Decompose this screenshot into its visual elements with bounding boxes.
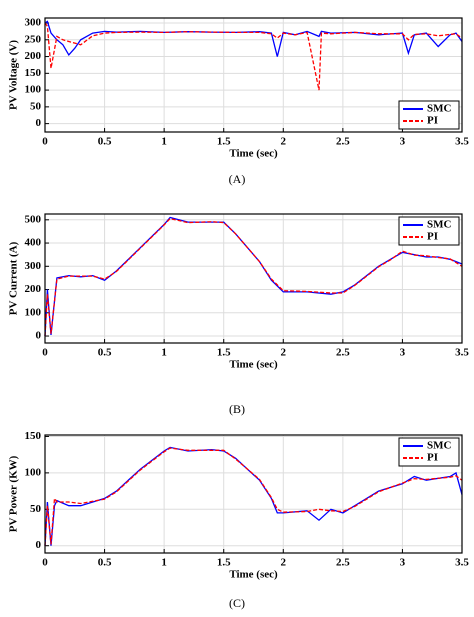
x-tick-label: 2 xyxy=(281,136,287,148)
line-series xyxy=(44,217,463,337)
plot-frame xyxy=(44,17,463,133)
x-tick-label: 3 xyxy=(400,347,406,359)
legend-label: PI xyxy=(427,452,438,464)
x-tick-label: 0 xyxy=(42,136,48,148)
y-tick-label: 150 xyxy=(25,67,42,79)
x-tick-label: 0.5 xyxy=(98,136,112,148)
y-axis-label: PV Power (KW) xyxy=(8,455,20,532)
y-tick-label: 100 xyxy=(25,306,42,318)
x-axis-label: Time (sec) xyxy=(229,148,278,160)
legend-box xyxy=(398,437,460,467)
x-tick-label: 2.5 xyxy=(336,557,350,569)
x-tick-label: 1 xyxy=(161,347,167,359)
x-tick-label: 0 xyxy=(42,557,48,569)
y-tick-label: 0 xyxy=(36,330,42,342)
plot-frame xyxy=(44,434,463,554)
x-tick-label: 0.5 xyxy=(98,347,112,359)
y-tick-label: 400 xyxy=(25,237,42,249)
y-tick-label: 200 xyxy=(25,283,42,295)
x-tick-label: 0.5 xyxy=(98,557,112,569)
plot-frame xyxy=(44,213,463,344)
x-tick-label: 3.5 xyxy=(455,136,469,148)
x-tick-label: 2.5 xyxy=(336,136,350,148)
legend-label: SMC xyxy=(427,103,452,115)
x-tick-label: 1 xyxy=(161,557,167,569)
x-tick-label: 1.5 xyxy=(217,557,231,569)
y-tick-label: 50 xyxy=(30,503,42,515)
caption: (B) xyxy=(229,402,245,416)
x-tick-label: 1 xyxy=(161,136,167,148)
x-tick-label: 0 xyxy=(42,347,48,359)
y-tick-label: 150 xyxy=(25,430,42,442)
x-tick-label: 1.5 xyxy=(217,347,231,359)
line-series xyxy=(44,447,463,546)
legend-box xyxy=(398,100,460,130)
legend-box xyxy=(398,216,460,246)
legend-label: SMC xyxy=(427,440,452,452)
legend-label: SMC xyxy=(427,219,452,231)
caption: (C) xyxy=(229,596,245,610)
x-tick-label: 3.5 xyxy=(455,557,469,569)
y-tick-label: 300 xyxy=(25,17,42,29)
x-tick-label: 3 xyxy=(400,557,406,569)
y-axis-label: PV Current (A) xyxy=(8,241,20,315)
x-axis-label: Time (sec) xyxy=(229,569,278,581)
y-tick-label: 0 xyxy=(36,539,42,551)
y-tick-label: 250 xyxy=(25,33,42,45)
y-tick-label: 100 xyxy=(25,84,42,96)
x-tick-label: 1.5 xyxy=(217,136,231,148)
x-axis-label: Time (sec) xyxy=(229,359,278,371)
y-tick-label: 100 xyxy=(25,466,42,478)
line-series xyxy=(44,20,463,57)
x-tick-label: 2 xyxy=(281,347,287,359)
x-tick-label: 3.5 xyxy=(455,347,469,359)
x-tick-label: 2.5 xyxy=(336,347,350,359)
x-tick-label: 3 xyxy=(400,136,406,148)
legend-label: PI xyxy=(427,115,438,127)
y-tick-label: 50 xyxy=(30,100,42,112)
y-tick-label: 0 xyxy=(36,117,42,129)
y-tick-label: 500 xyxy=(25,213,42,225)
y-tick-label: 300 xyxy=(25,260,42,272)
y-tick-label: 200 xyxy=(25,50,42,62)
y-axis-label: PV Voltage (V) xyxy=(8,40,20,110)
legend-label: PI xyxy=(427,231,438,243)
x-tick-label: 2 xyxy=(281,557,287,569)
caption: (A) xyxy=(229,172,246,186)
